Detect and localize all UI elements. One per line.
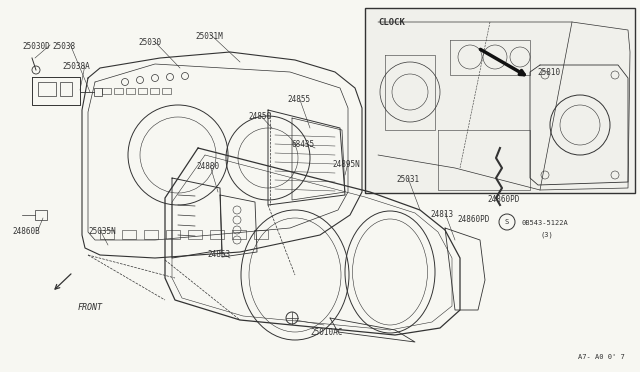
Text: 25031M: 25031M: [195, 32, 223, 41]
Bar: [254, 230, 268, 239]
Text: 24860PD: 24860PD: [457, 215, 490, 224]
Bar: [144, 230, 158, 239]
Text: 25810: 25810: [537, 68, 560, 77]
Bar: [365, 8, 635, 193]
Bar: [94, 88, 102, 96]
Text: 68435: 68435: [292, 140, 315, 149]
Text: 25031: 25031: [396, 175, 419, 184]
Text: 24860B: 24860B: [12, 227, 40, 236]
Text: 24850: 24850: [248, 112, 271, 121]
Bar: [126, 88, 135, 94]
Text: A7- A0 0' 7: A7- A0 0' 7: [579, 354, 625, 360]
Text: 24855: 24855: [287, 95, 310, 104]
Bar: [210, 230, 224, 239]
Text: 25030D: 25030D: [22, 42, 50, 51]
Bar: [100, 230, 114, 239]
Text: 24880: 24880: [196, 162, 219, 171]
Bar: [38, 82, 56, 96]
Text: CLOCK: CLOCK: [378, 18, 405, 27]
Text: (3): (3): [540, 232, 553, 238]
Bar: [114, 88, 123, 94]
Bar: [166, 230, 180, 239]
Text: FRONT: FRONT: [78, 303, 103, 312]
Text: 0B543-5122A: 0B543-5122A: [522, 220, 569, 226]
Text: 24813: 24813: [430, 210, 453, 219]
Bar: [188, 230, 202, 239]
Text: 24895N: 24895N: [332, 160, 360, 169]
Bar: [162, 88, 171, 94]
Text: 25030: 25030: [138, 38, 161, 47]
Bar: [138, 88, 147, 94]
Text: S: S: [505, 219, 509, 225]
Bar: [150, 88, 159, 94]
Bar: [60, 82, 72, 96]
Bar: [35, 210, 47, 220]
Bar: [232, 230, 246, 239]
Bar: [102, 88, 111, 94]
Text: 25010AC: 25010AC: [310, 328, 342, 337]
Text: 24853: 24853: [207, 250, 230, 259]
Bar: [122, 230, 136, 239]
Text: 25035N: 25035N: [88, 227, 116, 236]
Text: 25038A: 25038A: [62, 62, 90, 71]
Text: 25038: 25038: [52, 42, 75, 51]
Text: 24860PD: 24860PD: [487, 195, 520, 204]
